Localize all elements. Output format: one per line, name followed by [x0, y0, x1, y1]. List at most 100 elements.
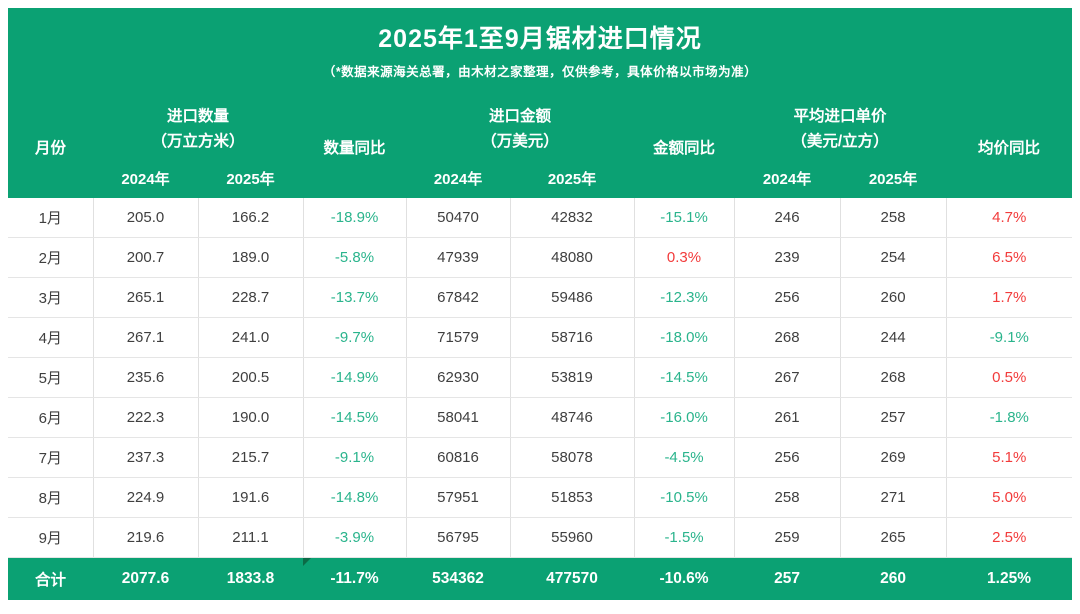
yoy-cell: -14.8% — [303, 477, 407, 518]
value-cell: 215.7 — [198, 437, 304, 478]
title-banner: 2025年1至9月锯材进口情况 （*数据来源海关总署，由木材之家整理，仅供参考，… — [8, 8, 1072, 95]
yoy-cell: -14.5% — [634, 357, 735, 398]
yoy-cell: -4.5% — [634, 437, 735, 478]
month-cell: 2月 — [8, 237, 94, 278]
value-cell: 53819 — [510, 357, 635, 398]
value-cell: 48746 — [510, 397, 635, 438]
header-price-2024: 2024年 — [734, 159, 841, 198]
value-cell: 254 — [840, 237, 947, 278]
yoy-cell: 0.5% — [946, 357, 1073, 398]
yoy-cell: -9.7% — [303, 317, 407, 358]
value-cell: 265.1 — [93, 277, 199, 318]
table-body: 1月 205.0 166.2 -18.9% 50470 42832 -15.1% 246 258… — [8, 198, 1073, 558]
value-cell: 267 — [734, 357, 841, 398]
yoy-cell: 6.5% — [946, 237, 1073, 278]
value-cell: 260 — [840, 277, 947, 318]
table-row: 2月 200.7 189.0 -5.8% 47939 48080 0.3% 239 254 6.5… — [8, 237, 1073, 278]
cell-corner-flag — [303, 558, 312, 566]
total-row: 合计 2077.6 1833.8 -11.7% 534362 477570 -10.6% 25… — [8, 557, 1073, 600]
month-cell: 5月 — [8, 357, 94, 398]
value-cell: 200.5 — [198, 357, 304, 398]
value-cell: 269 — [840, 437, 947, 478]
yoy-cell: -9.1% — [303, 437, 407, 478]
value-cell: 58078 — [510, 437, 635, 478]
header-amount-2025: 2025年 — [510, 159, 635, 198]
header-price-yoy: 均价同比 — [946, 95, 1073, 198]
value-cell: 59486 — [510, 277, 635, 318]
value-cell: 50470 — [406, 198, 511, 238]
yoy-cell: -9.1% — [946, 317, 1073, 358]
value-cell: 237.3 — [93, 437, 199, 478]
header-quantity-2024: 2024年 — [93, 159, 198, 198]
value-cell: 222.3 — [93, 397, 199, 438]
value-cell: 55960 — [510, 517, 635, 558]
value-cell: 246 — [734, 198, 841, 238]
value-cell: 259 — [734, 517, 841, 558]
yoy-cell: 1.7% — [946, 277, 1073, 318]
value-cell: 224.9 — [93, 477, 199, 518]
header-group-quantity: 进口数量 （万立方米） — [93, 95, 304, 159]
header-group-amount-unit: （万美元） — [481, 132, 559, 150]
month-cell: 9月 — [8, 517, 94, 558]
value-cell: 258 — [734, 477, 841, 518]
month-cell: 4月 — [8, 317, 94, 358]
value-cell: 244 — [840, 317, 947, 358]
value-cell: 271 — [840, 477, 947, 518]
yoy-cell: -14.9% — [303, 357, 407, 398]
yoy-cell: -15.1% — [634, 198, 735, 238]
yoy-cell: -14.5% — [303, 397, 407, 438]
value-cell: 261 — [734, 397, 841, 438]
value-cell: 67842 — [406, 277, 511, 318]
table-row: 5月 235.6 200.5 -14.9% 62930 53819 -14.5% 267 268… — [8, 357, 1073, 398]
value-cell: 219.6 — [93, 517, 199, 558]
value-cell: 256 — [734, 277, 841, 318]
value-cell: 258 — [840, 198, 947, 238]
value-cell: 58041 — [406, 397, 511, 438]
header-quantity-yoy: 数量同比 — [303, 95, 407, 198]
value-cell: 256 — [734, 437, 841, 478]
yoy-cell: -3.9% — [303, 517, 407, 558]
total-value-cell: 477570 — [510, 557, 635, 600]
yoy-cell: 0.3% — [634, 237, 735, 278]
import-data-table: 月份 进口数量 （万立方米） 数量同比 进口金额 （万美元） 金额同比 平均进口… — [8, 95, 1073, 600]
header-group-price-title: 平均进口单价 — [793, 107, 887, 125]
yoy-cell: -12.3% — [634, 277, 735, 318]
month-cell: 7月 — [8, 437, 94, 478]
value-cell: 268 — [840, 357, 947, 398]
value-cell: 191.6 — [198, 477, 304, 518]
value-cell: 211.1 — [198, 517, 304, 558]
table-header: 月份 进口数量 （万立方米） 数量同比 进口金额 （万美元） 金额同比 平均进口… — [8, 95, 1073, 198]
value-cell: 48080 — [510, 237, 635, 278]
value-cell: 268 — [734, 317, 841, 358]
table-row: 7月 237.3 215.7 -9.1% 60816 58078 -4.5% 256 269 5.… — [8, 437, 1073, 478]
table-row: 8月 224.9 191.6 -14.8% 57951 51853 -10.5% 258 271… — [8, 477, 1073, 518]
value-cell: 57951 — [406, 477, 511, 518]
yoy-cell: 5.1% — [946, 437, 1073, 478]
total-value-cell: 257 — [734, 557, 841, 600]
yoy-cell: -18.9% — [303, 198, 407, 238]
value-cell: 51853 — [510, 477, 635, 518]
header-quantity-2025: 2025年 — [198, 159, 304, 198]
yoy-cell: -1.8% — [946, 397, 1073, 438]
value-cell: 47939 — [406, 237, 511, 278]
value-cell: 60816 — [406, 437, 511, 478]
value-cell: 205.0 — [93, 198, 199, 238]
header-group-price-unit: （美元/立方） — [791, 132, 889, 150]
value-cell: 42832 — [510, 198, 635, 238]
value-cell: 239 — [734, 237, 841, 278]
header-group-amount: 进口金额 （万美元） — [406, 95, 635, 159]
month-cell: 8月 — [8, 477, 94, 518]
yoy-cell: -1.5% — [634, 517, 735, 558]
total-value-cell: 1833.8 — [198, 557, 304, 600]
page-subtitle: （*数据来源海关总署，由木材之家整理，仅供参考，具体价格以市场为准） — [322, 64, 758, 79]
header-group-quantity-unit: （万立方米） — [151, 132, 245, 150]
table-row: 3月 265.1 228.7 -13.7% 67842 59486 -12.3% 256 260… — [8, 277, 1073, 318]
value-cell: 71579 — [406, 317, 511, 358]
header-group-quantity-title: 进口数量 — [167, 107, 230, 125]
page-title: 2025年1至9月锯材进口情况 — [378, 24, 702, 53]
header-month: 月份 — [8, 95, 93, 198]
yoy-cell: -16.0% — [634, 397, 735, 438]
value-cell: 190.0 — [198, 397, 304, 438]
yoy-cell: -13.7% — [303, 277, 407, 318]
value-cell: 267.1 — [93, 317, 199, 358]
